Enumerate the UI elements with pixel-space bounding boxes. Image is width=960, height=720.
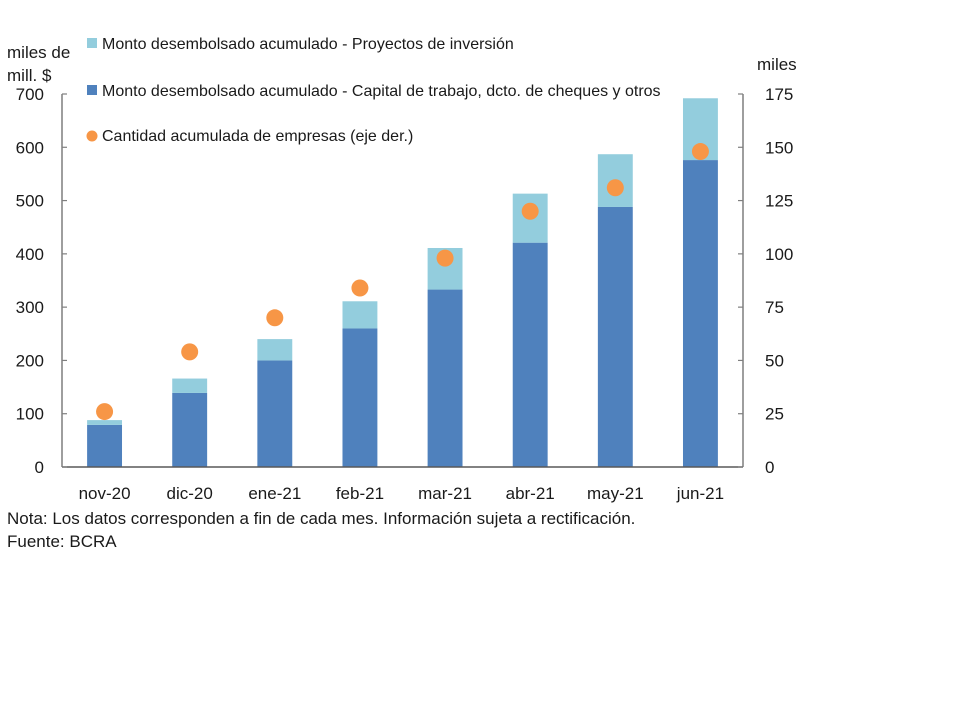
- bar-proyectos-ene-21: [257, 339, 293, 361]
- bars-layer: [87, 98, 718, 468]
- footnote-fuente: Fuente: BCRA: [7, 532, 117, 551]
- right-tick-label: 25: [765, 405, 784, 424]
- left-tick-label: 500: [16, 192, 44, 211]
- left-axis-label-line1: miles de: [7, 43, 70, 62]
- left-tick-label: 700: [16, 85, 44, 104]
- legend: Monto desembolsado acumulado - Proyectos…: [86, 36, 661, 145]
- dot-empresas-nov-20: [96, 403, 114, 421]
- bar-proyectos-feb-21: [342, 301, 378, 329]
- dot-empresas-jun-21: [691, 143, 709, 161]
- left-tick-label: 300: [16, 298, 44, 317]
- bar-capital-nov-20: [87, 424, 123, 467]
- right-tick-label: 175: [765, 85, 793, 104]
- dot-empresas-dic-20: [181, 343, 199, 361]
- bar-capital-ene-21: [257, 360, 293, 467]
- right-tick-label: 150: [765, 138, 793, 157]
- footnote-nota: Nota: Los datos corresponden a fin de ca…: [7, 509, 636, 528]
- bar-proyectos-dic-20: [172, 378, 208, 393]
- right-tick-label: 75: [765, 298, 784, 317]
- legend-label-capital: Monto desembolsado acumulado - Capital d…: [102, 83, 661, 100]
- x-tick-label: jun-21: [676, 484, 724, 503]
- dot-empresas-mar-21: [436, 249, 454, 267]
- dot-empresas-may-21: [606, 179, 624, 197]
- dot-empresas-ene-21: [266, 309, 284, 327]
- left-tick-label: 600: [16, 138, 44, 157]
- bar-capital-jun-21: [682, 160, 718, 467]
- right-tick-label: 125: [765, 192, 793, 211]
- right-tick-label: 50: [765, 351, 784, 370]
- right-axis-label: miles: [757, 55, 797, 74]
- legend-item-empresas: Cantidad acumulada de empresas (eje der.…: [86, 128, 413, 145]
- left-axis-ticks: 0 100 200 300 400 500 600 700: [16, 85, 67, 477]
- legend-label-empresas: Cantidad acumulada de empresas (eje der.…: [102, 128, 413, 145]
- left-tick-label: 100: [16, 405, 44, 424]
- legend-marker-empresas: [86, 130, 98, 142]
- axes-layer: [61, 94, 744, 468]
- left-axis-label-line2: mill. $: [7, 66, 52, 85]
- legend-item-proyectos: Monto desembolsado acumulado - Proyectos…: [87, 36, 514, 53]
- legend-item-capital: Monto desembolsado acumulado - Capital d…: [87, 83, 661, 100]
- bar-capital-mar-21: [427, 289, 463, 467]
- x-tick-label: feb-21: [336, 484, 384, 503]
- bar-proyectos-nov-20: [87, 420, 123, 425]
- x-tick-label: dic-20: [167, 484, 213, 503]
- left-tick-label: 0: [35, 458, 44, 477]
- bar-capital-may-21: [597, 206, 633, 468]
- left-tick-label: 200: [16, 351, 44, 370]
- x-tick-label: mar-21: [418, 484, 472, 503]
- right-axis-ticks: 0 25 50 75 100 125 150 175: [738, 85, 793, 477]
- bar-capital-feb-21: [342, 328, 378, 467]
- x-axis-ticks: nov-20 dic-20 ene-21 feb-21 mar-21 abr-21 may-…: [79, 484, 725, 503]
- legend-swatch-capital: [87, 85, 97, 95]
- left-tick-label: 400: [16, 245, 44, 264]
- dots-layer: [96, 143, 709, 421]
- x-tick-label: nov-20: [79, 484, 131, 503]
- x-tick-label: abr-21: [506, 484, 555, 503]
- dot-empresas-feb-21: [351, 279, 369, 297]
- bar-capital-dic-20: [172, 392, 208, 467]
- dot-empresas-abr-21: [521, 202, 539, 220]
- x-tick-label: ene-21: [248, 484, 301, 503]
- legend-swatch-proyectos: [87, 38, 97, 48]
- right-tick-label: 100: [765, 245, 793, 264]
- legend-label-proyectos: Monto desembolsado acumulado - Proyectos…: [102, 36, 514, 53]
- bar-capital-abr-21: [512, 242, 548, 467]
- x-tick-label: may-21: [587, 484, 644, 503]
- right-tick-label: 0: [765, 458, 774, 477]
